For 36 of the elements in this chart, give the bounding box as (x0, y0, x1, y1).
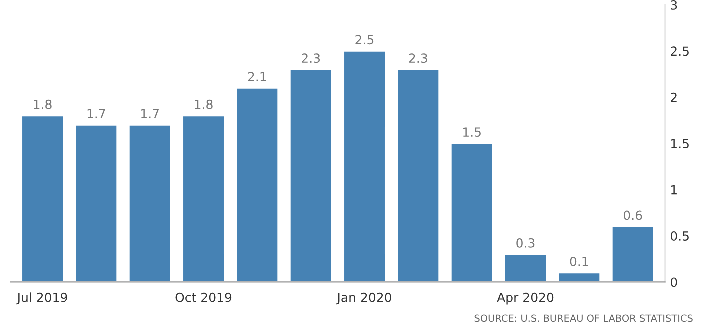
y-tick-label: 3 (671, 0, 678, 10)
y-tick-label: 2 (671, 92, 677, 102)
data-label: 1.7 (88, 109, 106, 118)
y-tick-label: 2.5 (671, 46, 689, 56)
y-tick-label: 1.5 (672, 139, 689, 149)
bar (236, 87, 280, 282)
bar (396, 69, 440, 282)
bar (611, 226, 655, 282)
data-label: 2.3 (302, 54, 320, 64)
bar (343, 50, 386, 282)
data-label: 0.1 (570, 256, 588, 266)
bar (182, 115, 226, 282)
bar (558, 272, 602, 282)
data-label: 1.8 (34, 100, 52, 110)
bar (504, 254, 548, 282)
data-label: 0.6 (624, 210, 642, 220)
x-tick-label: Jan 2020 (336, 292, 392, 305)
bar (128, 124, 172, 282)
x-tick-label: Jul 2019 (16, 292, 68, 305)
data-label: 2.1 (248, 72, 266, 82)
data-label: 2.5 (356, 35, 374, 45)
y-tick-label: 1 (672, 185, 677, 195)
source-note: SOURCE: U.S. BUREAU OF LABOR STATISTICS (474, 314, 693, 322)
bar (289, 69, 333, 282)
data-label: 1.7 (142, 109, 159, 118)
bar (74, 124, 118, 282)
y-tick-label: 0 (670, 278, 678, 288)
data-label: 1.8 (195, 100, 213, 110)
data-label: 0.3 (516, 238, 535, 248)
bar (450, 142, 494, 282)
bar (21, 115, 64, 282)
data-label: 1.5 (464, 128, 481, 138)
data-label: 2.3 (409, 54, 428, 64)
y-tick-label: 0.5 (670, 232, 689, 241)
x-tick-label: Oct 2019 (176, 292, 232, 302)
x-tick-label: Apr 2020 (497, 292, 554, 305)
